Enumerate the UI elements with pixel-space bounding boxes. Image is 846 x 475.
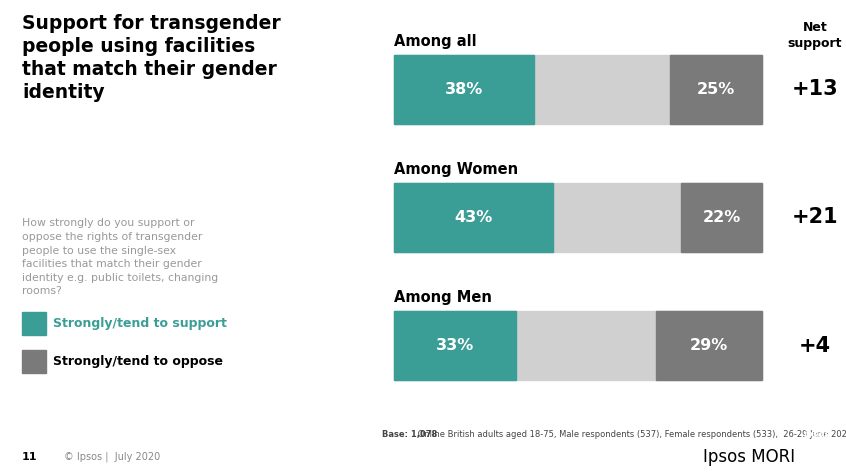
Text: Among Men: Among Men [394,290,492,305]
Text: +13: +13 [792,79,838,99]
Text: Strongly/tend to support: Strongly/tend to support [53,317,228,330]
Bar [394,183,552,252]
Text: 11: 11 [22,452,37,462]
Text: How strongly do you support or
oppose the rights of transgender
people to use th: How strongly do you support or oppose th… [22,218,218,296]
Bar [394,55,762,124]
Text: Ipsos MORI: Ipsos MORI [702,448,794,466]
Text: Support for transgender
people using facilities
that match their gender
identity: Support for transgender people using fac… [22,14,281,102]
Text: +4: +4 [799,335,831,356]
Text: Strongly/tend to oppose: Strongly/tend to oppose [53,355,223,368]
Bar [394,183,762,252]
Text: Among all: Among all [394,34,477,49]
Bar [670,55,762,124]
Text: 29%: 29% [689,338,728,353]
Bar [22,350,46,373]
Text: Online British adults aged 18-75, Male respondents (537), Female respondents (53: Online British adults aged 18-75, Male r… [415,430,846,439]
Text: 38%: 38% [445,82,483,96]
Bar [394,55,534,124]
Bar [394,311,762,380]
Text: 33%: 33% [436,338,474,353]
Text: 22%: 22% [703,210,741,225]
Text: +21: +21 [792,207,838,228]
Text: 43%: 43% [454,210,492,225]
Text: 25%: 25% [697,82,735,96]
Bar [656,311,762,380]
Bar [681,183,762,252]
Text: Net
support: Net support [788,21,842,50]
Bar [394,311,516,380]
Text: ipsos: ipsos [804,429,831,438]
Text: Base: 1,078: Base: 1,078 [382,430,437,439]
Bar [22,312,46,335]
Text: © Ipsos |  July 2020: © Ipsos | July 2020 [64,451,161,462]
Text: Among Women: Among Women [394,162,519,177]
